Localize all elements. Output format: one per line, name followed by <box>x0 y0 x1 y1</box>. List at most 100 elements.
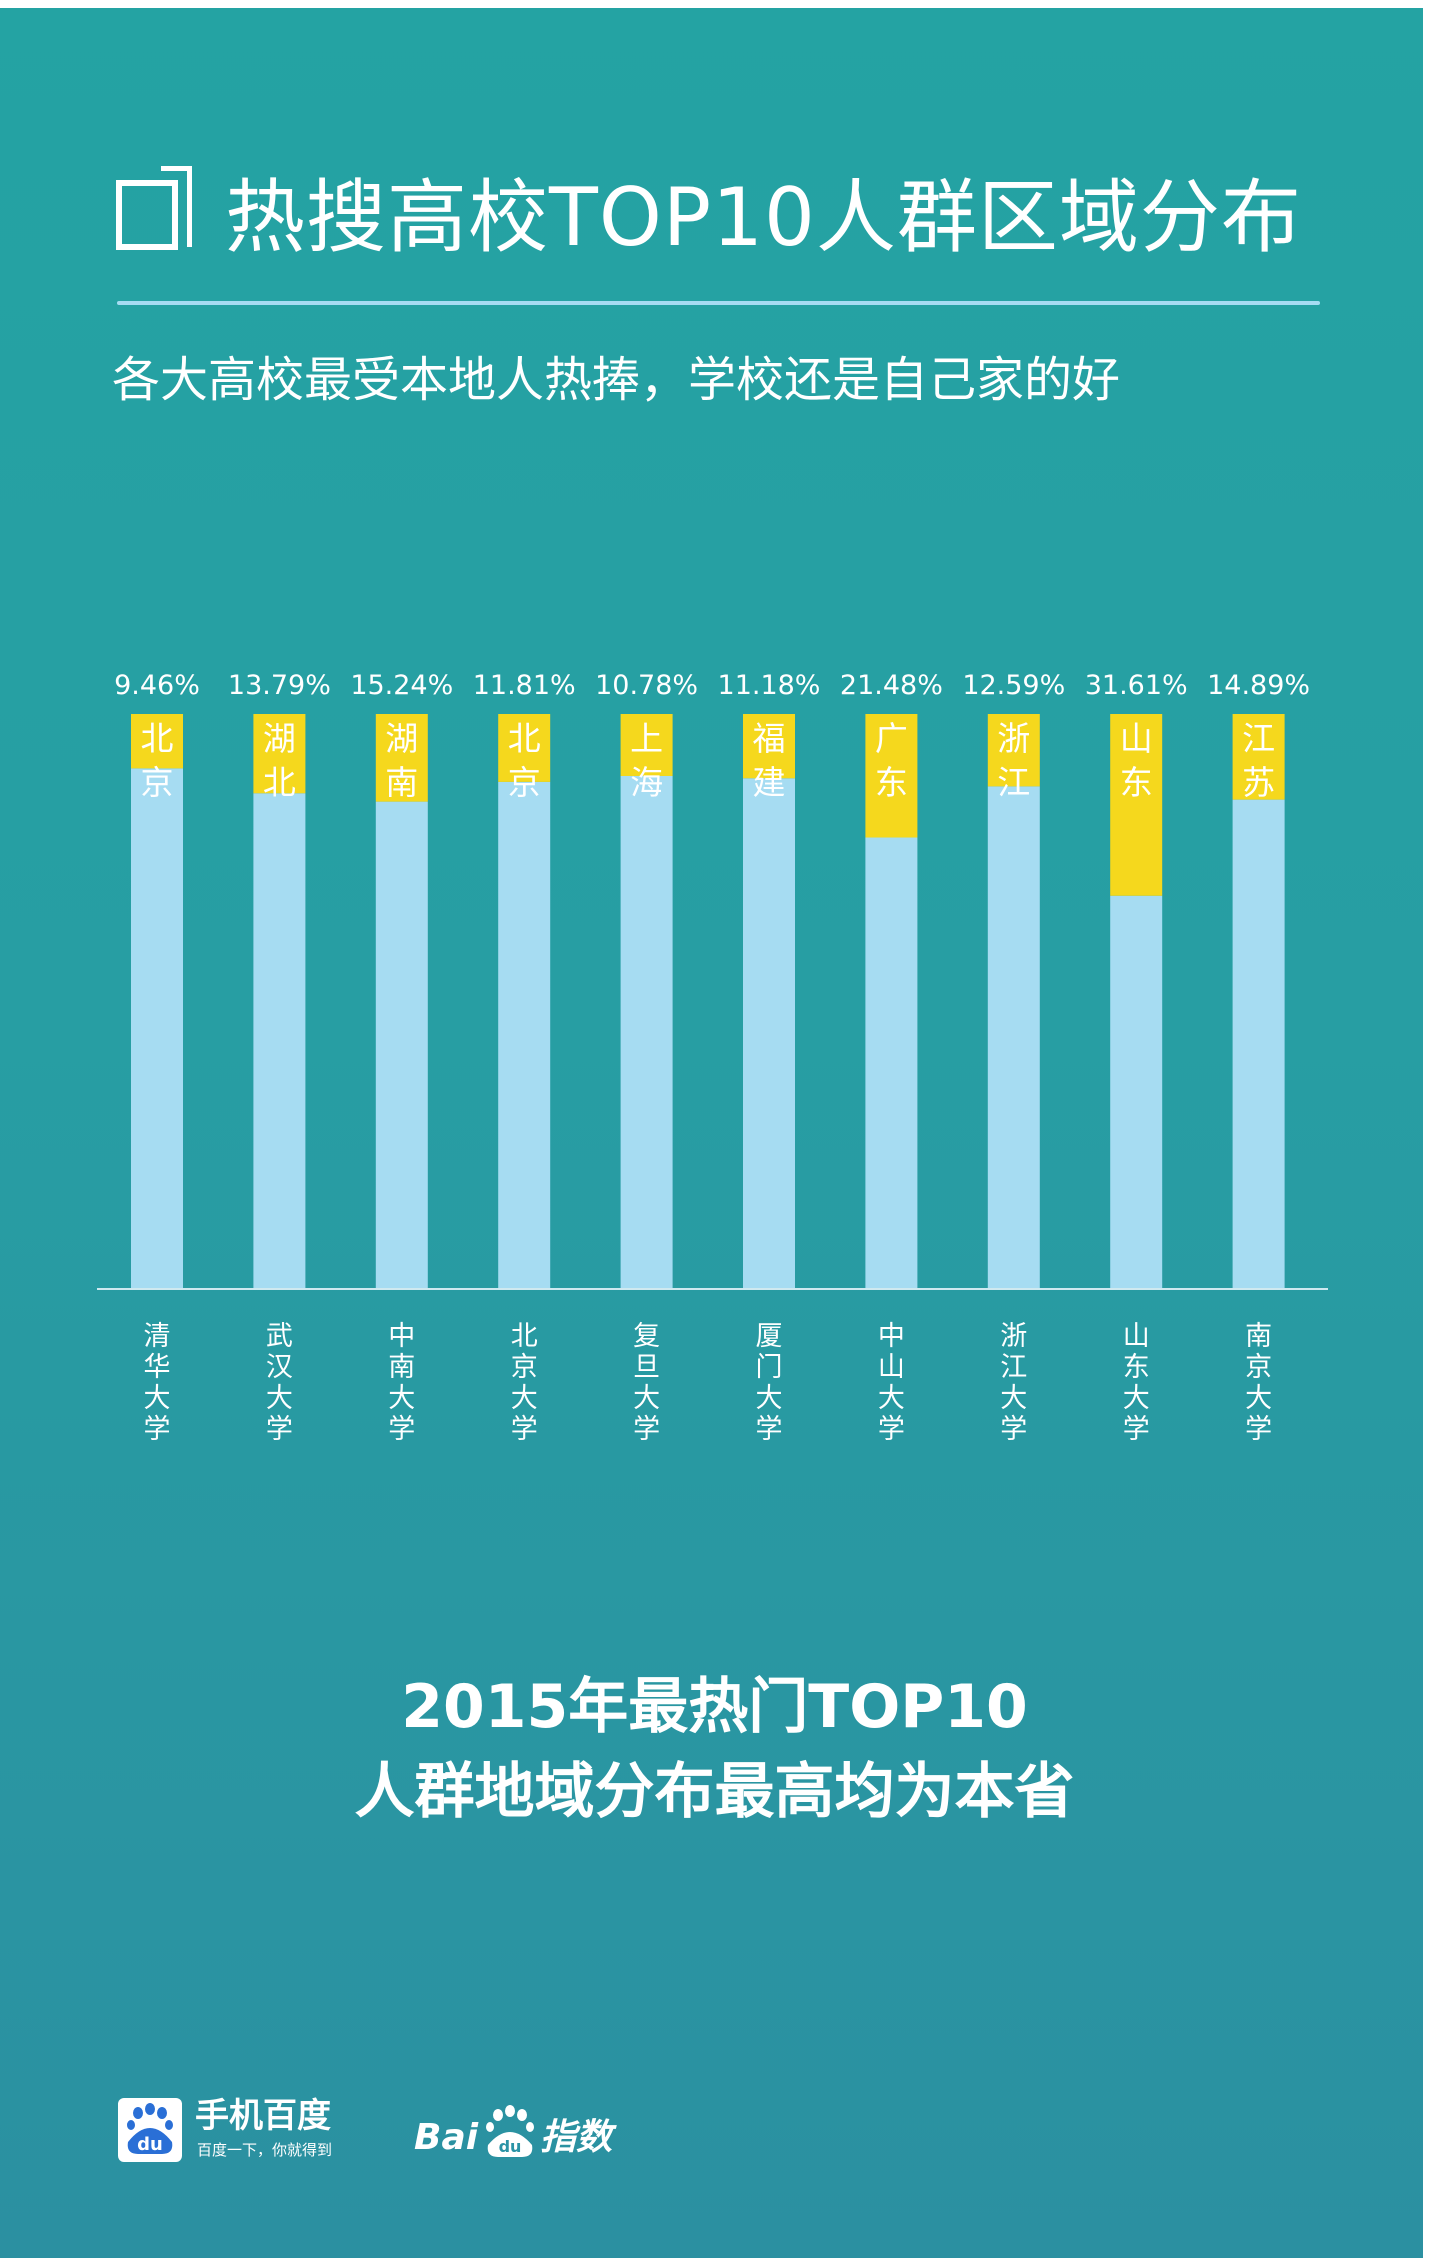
tick-label-8-3: 学 <box>1123 1414 1150 1445</box>
top-border <box>0 0 1429 8</box>
tick-label-3-1: 京 <box>511 1352 538 1383</box>
summary-line-2: 人群地域分布最高均为本省 <box>354 1757 1075 1827</box>
bar-other-4 <box>620 775 673 1289</box>
region-label-3-0: 北 <box>508 719 541 758</box>
region-label-5-0: 福 <box>753 719 786 758</box>
bar-local-5 <box>743 714 795 779</box>
region-label-7-0: 浙 <box>997 719 1030 758</box>
tick-label-6-3: 学 <box>878 1414 905 1445</box>
data-label-8: 31.61% <box>1085 670 1188 701</box>
region-label-2-0: 湖 <box>385 719 418 758</box>
tick-label-4-0: 复 <box>633 1321 660 1352</box>
tick-label-5-3: 学 <box>756 1414 783 1445</box>
bar-local-2 <box>375 714 428 802</box>
summary-line-1: 2015年最热门TOP10 <box>401 1672 1028 1742</box>
page-subtitle: 各大高校最受本地人热捧，学校还是自己家的好 <box>112 352 1121 408</box>
tick-label-2-0: 中 <box>388 1321 415 1352</box>
title-divider <box>117 301 1320 305</box>
tick-label-9-3: 学 <box>1245 1414 1272 1445</box>
data-label-0: 9.46% <box>114 670 200 701</box>
region-label-8-1: 东 <box>1120 763 1153 802</box>
paw-text: du <box>499 2137 522 2156</box>
region-label-5-1: 建 <box>753 763 786 802</box>
region-label-1-0: 湖 <box>263 719 296 758</box>
tick-label-6-0: 中 <box>878 1321 905 1352</box>
data-label-4: 10.78% <box>595 670 698 701</box>
logo-badge-text: du <box>137 2134 163 2155</box>
data-label-9: 14.89% <box>1207 670 1310 701</box>
region-label-7-1: 江 <box>997 763 1030 802</box>
bar-other-9 <box>1232 799 1285 1289</box>
region-label-8-0: 山 <box>1120 719 1153 758</box>
bar-other-5 <box>743 778 795 1289</box>
tick-label-8-0: 山 <box>1123 1321 1150 1352</box>
tick-label-0-1: 华 <box>144 1352 171 1383</box>
data-label-6: 21.48% <box>840 670 943 701</box>
app-name: 手机百度 <box>195 2096 331 2136</box>
tick-label-3-3: 学 <box>511 1414 538 1445</box>
bar-local-6 <box>865 714 918 838</box>
tick-label-9-2: 大 <box>1245 1383 1272 1414</box>
app-tagline: 百度一下，你就得到 <box>197 2141 333 2159</box>
bar-other-1 <box>253 793 306 1289</box>
data-label-2: 15.24% <box>350 670 453 701</box>
region-label-2-1: 南 <box>385 763 418 802</box>
baidu-paw-icon: du <box>486 2105 534 2157</box>
region-label-4-0: 上 <box>630 719 663 758</box>
right-border <box>1423 0 1429 2258</box>
data-label-3: 11.81% <box>473 670 576 701</box>
data-label-5: 11.18% <box>718 670 821 701</box>
bar-other-3 <box>498 781 551 1289</box>
baidu-index-logo: Bai 指数 <box>414 2116 612 2160</box>
tick-label-1-2: 大 <box>266 1383 293 1414</box>
region-label-3-1: 京 <box>508 763 541 802</box>
tick-label-0-2: 大 <box>144 1383 171 1414</box>
region-label-6-0: 广 <box>875 719 908 758</box>
tick-label-2-2: 大 <box>388 1383 415 1414</box>
tick-label-9-1: 京 <box>1245 1352 1272 1383</box>
tick-label-5-1: 门 <box>756 1352 783 1383</box>
tick-label-7-1: 江 <box>1000 1352 1027 1383</box>
bar-other-7 <box>987 786 1040 1289</box>
tick-label-1-1: 汉 <box>266 1352 293 1383</box>
tick-label-4-1: 旦 <box>633 1352 660 1383</box>
mobile-baidu-logo-icon: du <box>118 2098 182 2162</box>
region-label-0-0: 北 <box>141 719 174 758</box>
tick-label-7-0: 浙 <box>1000 1321 1027 1352</box>
tick-label-3-2: 大 <box>511 1383 538 1414</box>
tick-label-5-0: 厦 <box>756 1321 783 1352</box>
tick-label-6-1: 山 <box>878 1352 905 1383</box>
tick-label-8-1: 东 <box>1123 1352 1150 1383</box>
bar-local-7 <box>987 714 1040 787</box>
tick-label-7-2: 大 <box>1000 1383 1027 1414</box>
bar-local-0 <box>131 714 183 769</box>
tick-label-0-3: 学 <box>144 1414 171 1445</box>
tick-label-5-2: 大 <box>756 1383 783 1414</box>
region-label-1-1: 北 <box>263 763 296 802</box>
tick-label-1-3: 学 <box>266 1414 293 1445</box>
bar-local-1 <box>253 714 306 794</box>
tick-label-1-0: 武 <box>266 1321 293 1352</box>
region-label-9-1: 苏 <box>1242 763 1275 802</box>
bar-local-8 <box>1110 714 1163 896</box>
stacked-bar-chart: 9.46%北京清华大学13.79%湖北武汉大学15.24%湖南中南大学11.81… <box>97 670 1328 1445</box>
region-label-6-1: 东 <box>875 763 908 802</box>
tick-label-0-0: 清 <box>144 1321 171 1352</box>
bar-local-9 <box>1232 714 1285 800</box>
bar-other-0 <box>131 768 183 1289</box>
brand-right: 指数 <box>540 2117 613 2158</box>
region-label-9-0: 江 <box>1242 719 1275 758</box>
data-label-7: 12.59% <box>962 670 1065 701</box>
bar-other-8 <box>1110 895 1163 1289</box>
tick-label-2-1: 南 <box>388 1352 415 1383</box>
bar-local-4 <box>620 714 673 776</box>
tick-label-4-2: 大 <box>633 1383 660 1414</box>
region-label-0-1: 京 <box>141 763 174 802</box>
title-frame-icon <box>116 166 192 250</box>
bar-other-2 <box>375 801 428 1289</box>
region-label-4-1: 海 <box>630 763 663 802</box>
tick-label-7-3: 学 <box>1000 1414 1027 1445</box>
tick-label-3-0: 北 <box>511 1321 538 1352</box>
tick-label-4-3: 学 <box>633 1414 660 1445</box>
tick-label-6-2: 大 <box>878 1383 905 1414</box>
